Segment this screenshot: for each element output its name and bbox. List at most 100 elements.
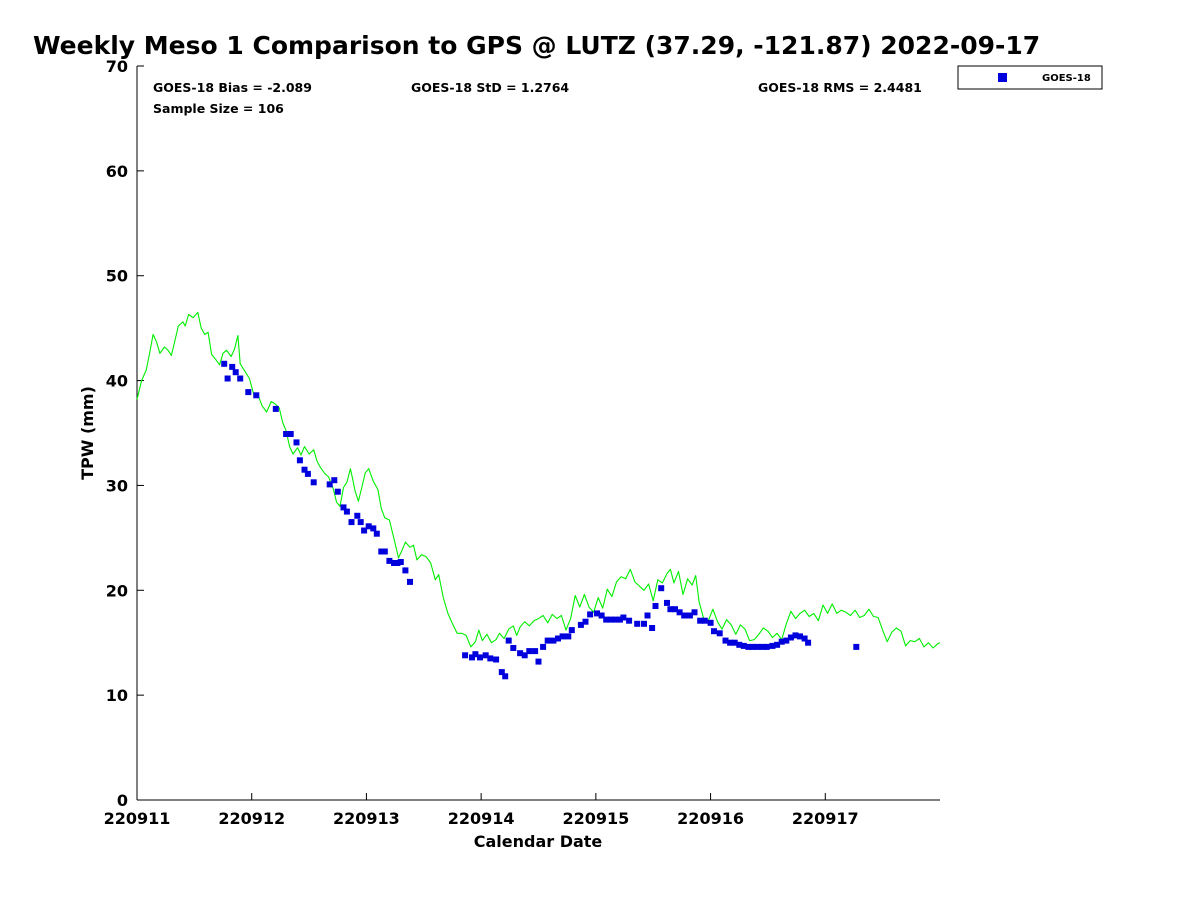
goes18-point [361, 527, 368, 534]
goes18-point [727, 639, 734, 646]
legend-box [957, 65, 1103, 90]
x-axis-label: Calendar Date [474, 832, 603, 851]
goes18-point [759, 643, 766, 650]
goes18-point [287, 431, 294, 437]
y-ticks: 0 10 20 30 40 50 60 70 [106, 57, 144, 810]
goes18-point [769, 642, 776, 649]
goes18-point [616, 616, 623, 623]
goes18-point [301, 466, 308, 473]
goes18-point [487, 655, 494, 662]
goes18-point [783, 637, 790, 644]
y-tick-label: 40 [106, 372, 128, 391]
x-ticks: 220911 220912 220913 220914 220915 220916 2209… [104, 793, 859, 828]
goes18-point [745, 643, 752, 650]
y-tick-label: 0 [117, 791, 128, 810]
rms-annotation: GOES-18 RMS = 2.4481 [758, 80, 922, 95]
goes18-point [681, 612, 688, 619]
goes18-point [559, 633, 566, 640]
goes18-point [407, 578, 413, 585]
goes18-point [594, 610, 600, 617]
goes18-point [229, 363, 236, 370]
goes18-point [750, 643, 756, 650]
goes18-point [787, 634, 794, 641]
goes18-point [701, 617, 708, 624]
goes18-point [620, 614, 627, 621]
goes18-point [550, 637, 557, 644]
goes18-point [521, 652, 528, 659]
gps-line [136, 311, 941, 649]
goes18-point [253, 392, 260, 399]
goes18-point [482, 652, 489, 659]
chart-title: Weekly Meso 1 Comparison to GPS @ LUTZ (… [33, 31, 1040, 60]
x-tick-label: 220912 [218, 809, 285, 828]
goes18-point [641, 620, 647, 627]
goes18-point [304, 470, 311, 477]
goes18-point [612, 616, 619, 623]
goes18-point [493, 656, 500, 663]
goes18-point [348, 519, 355, 526]
goes18-point [397, 559, 404, 565]
goes18-point [373, 530, 380, 537]
goes18-point [686, 612, 693, 619]
legend: GOES-18 [957, 65, 1103, 90]
goes18-point [691, 609, 698, 616]
goes18-point [774, 641, 781, 648]
goes18-point [517, 650, 524, 657]
goes18-point [402, 567, 409, 574]
goes18-point [658, 585, 665, 592]
goes18-point [391, 560, 397, 566]
goes18-point [652, 603, 659, 609]
y-tick-label: 50 [106, 267, 128, 286]
goes18-point [736, 641, 743, 648]
goes18-point [740, 642, 747, 649]
goes18-point [477, 654, 483, 661]
goes18-point [472, 651, 479, 658]
x-tick-label: 220917 [792, 809, 859, 828]
goes18-point [801, 635, 808, 642]
bias-annotation: GOES-18 Bias = -2.089 [153, 80, 312, 95]
goes18-point [711, 628, 717, 635]
goes18-point [672, 606, 678, 613]
goes18-point [381, 548, 388, 555]
goes18-point [607, 616, 614, 623]
sample-size-annotation: Sample Size = 106 [153, 101, 284, 116]
goes18-point [805, 639, 812, 646]
x-tick-label: 220913 [333, 809, 400, 828]
legend-label-goes18: GOES-18 [1042, 73, 1091, 84]
goes18-point [853, 643, 860, 650]
goes18-point [763, 643, 770, 650]
goes18-point [555, 635, 561, 642]
goes18-point [731, 639, 738, 646]
goes18-point [394, 560, 401, 566]
goes18-point [716, 630, 723, 637]
goes18-point [245, 389, 252, 396]
x-tick-label: 220914 [448, 809, 515, 828]
goes18-point [540, 643, 547, 650]
goes18-point [587, 611, 594, 618]
goes18-series [221, 360, 860, 680]
goes18-point [667, 606, 674, 613]
goes18-point [792, 632, 799, 639]
x-tick-label: 220915 [562, 809, 629, 828]
goes18-point [343, 508, 350, 515]
goes18-point [357, 519, 364, 526]
legend-marker-goes18 [998, 73, 1007, 82]
goes18-point [532, 648, 539, 655]
goes18-point [232, 369, 239, 376]
goes18-point [664, 599, 670, 606]
goes18-point [676, 609, 683, 616]
y-tick-label: 30 [106, 476, 128, 495]
goes18-point [354, 512, 361, 519]
y-tick-label: 20 [106, 581, 128, 600]
goes18-point [469, 654, 475, 661]
goes18-point [535, 658, 542, 665]
gps-series [136, 311, 941, 649]
y-tick-label: 70 [106, 57, 128, 76]
goes18-point [568, 627, 575, 634]
goes18-point [370, 525, 377, 532]
goes18-point [722, 637, 729, 644]
goes18-point [502, 673, 509, 680]
goes18-point [334, 488, 341, 495]
goes18-point [577, 621, 584, 628]
